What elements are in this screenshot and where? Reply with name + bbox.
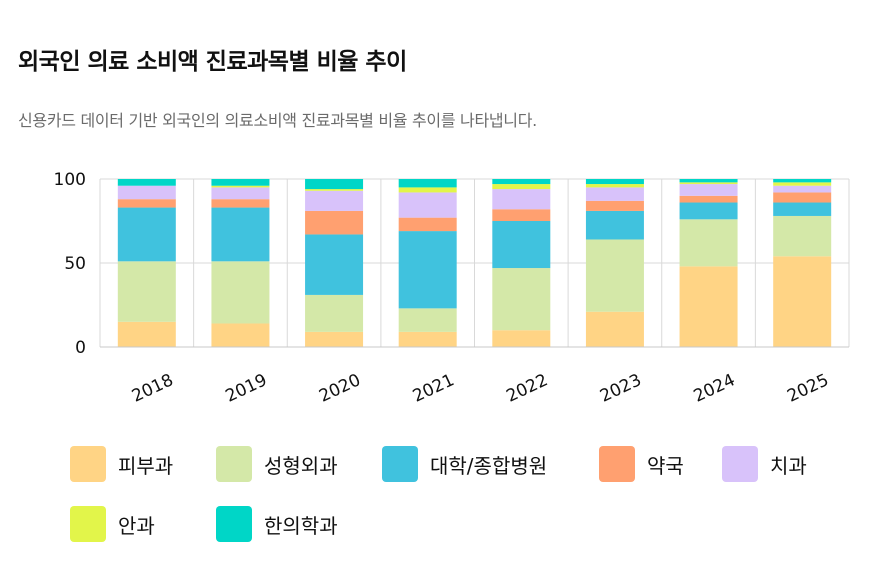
bar-segment [679,179,738,183]
legend-label: 안과 [118,513,155,538]
bar-segment [492,221,551,269]
bar-segment [585,311,644,347]
bar-segment [398,217,457,232]
bar-segment [305,179,364,190]
bar-segment [773,215,832,257]
y-tick-label: 0 [75,338,86,358]
bar-segment [305,190,364,211]
bar-segment [211,199,270,208]
bar-segment [679,182,738,185]
legend-label: 피부과 [118,453,174,478]
stacked-bar-chart: 0 50 100 2018 2019 2020 2021 2022 2023 2024 2025 [54,170,850,407]
bar-segment [773,202,832,216]
bar-segment [585,187,644,201]
bar-segment [117,321,176,347]
bar-segment [398,231,457,309]
legend-swatch [216,506,252,542]
legend-swatch [722,446,758,482]
bar-segment [585,184,644,188]
bar-segment [585,239,644,312]
x-tick-label: 2018 [129,370,177,406]
legend-label: 한의학과 [264,513,338,538]
bar-segment [773,179,832,183]
bar-segment [117,261,176,322]
bar-segment [305,294,364,332]
bar-segment [492,179,551,185]
bar-segment [585,210,644,240]
legend-item: 치과 [722,446,807,482]
bar-segment [679,195,738,203]
bar-segment [398,192,457,218]
x-tick-label: 2020 [316,370,364,406]
legend-item: 성형외과 [216,446,338,482]
legend-item: 대학/종합병원 [382,446,547,482]
bar-segment [679,202,738,220]
bar-segment [117,179,176,186]
y-tick-label: 100 [54,170,86,190]
x-tick-label: 2025 [784,370,832,406]
bar-segment [585,179,644,185]
bar-segment [679,219,738,267]
bar-segment [585,200,644,211]
bar-segment [211,323,270,347]
bar-segment [117,199,176,208]
legend-label: 대학/종합병원 [430,453,548,478]
bar-segment [305,189,364,191]
bar-segment [305,331,364,347]
bar-segment [305,210,364,235]
legend-label: 약국 [647,453,684,478]
legend-label: 치과 [770,453,807,478]
legend-swatch [70,446,106,482]
x-tick-label: 2023 [597,370,645,406]
bar-segment [492,268,551,331]
bar-segment [398,331,457,347]
bar-segment [492,209,551,221]
chart-title: 외국인 의료 소비액 진료과목별 비율 추이 [18,49,407,75]
bar-segment [211,207,270,262]
bar-segment [398,179,457,188]
bar-segment [305,234,364,295]
bar-segment [211,261,270,324]
bar-segment [773,256,832,347]
bar-segment [211,179,270,186]
legend-swatch [70,506,106,542]
legend-item: 한의학과 [216,506,338,542]
x-tick-label: 2022 [503,370,551,406]
bar-segment [773,185,832,193]
x-tick-label: 2021 [410,370,458,406]
legend-item: 피부과 [70,446,173,482]
bar-segment [211,185,270,188]
bar-segment [492,330,551,347]
bar-segment [773,192,832,203]
bar-segment [398,187,457,193]
x-tick-label: 2024 [691,370,739,406]
bar-segment [492,189,551,210]
bar-segment [211,187,270,200]
legend-swatch [382,446,418,482]
legend-label: 성형외과 [264,453,338,478]
bar-segment [679,184,738,196]
y-tick-label: 50 [64,254,86,274]
bar-segment [117,185,176,200]
legend-swatch [599,446,635,482]
legend-item: 약국 [599,446,684,482]
bar-segment [117,207,176,262]
bar-segment [492,184,551,190]
legend-item: 안과 [70,506,155,542]
x-tick-label: 2019 [222,370,270,406]
bar-segment [679,266,738,347]
bar-segment [773,182,832,186]
legend-swatch [216,446,252,482]
chart-subtitle: 신용카드 데이터 기반 외국인의 의료소비액 진료과목별 비율 추이를 나타냅니… [18,111,537,130]
bar-segment [398,308,457,332]
